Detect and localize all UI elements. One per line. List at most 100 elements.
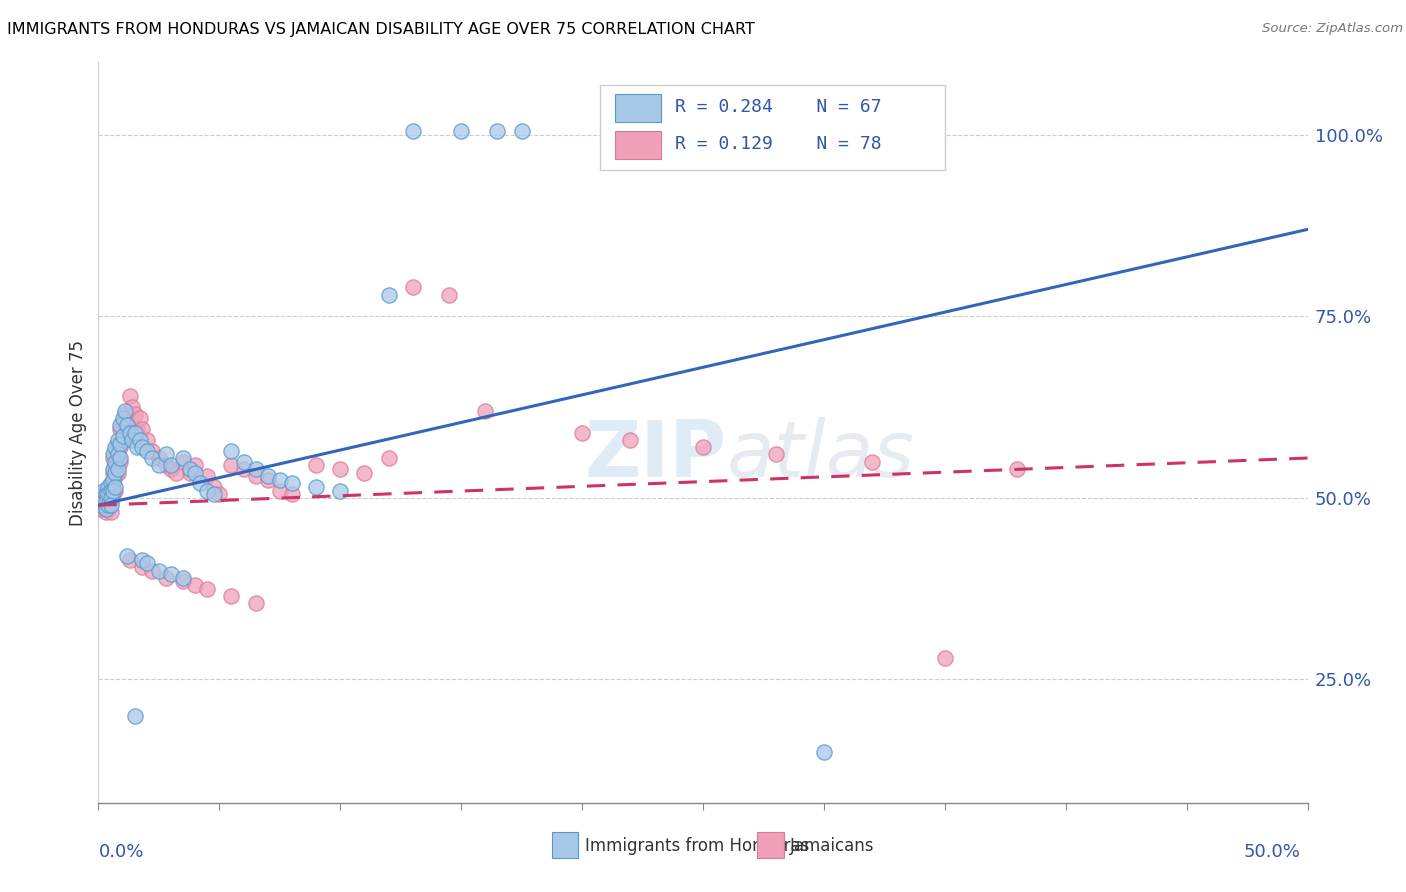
Point — [90, 494, 112, 508]
Point — [402, 124, 425, 138]
Point — [117, 422, 139, 436]
Point — [118, 552, 141, 566]
Point — [437, 287, 460, 301]
Point — [107, 447, 129, 461]
Bar — [758, 832, 785, 858]
Point — [160, 567, 183, 582]
Point — [353, 466, 375, 480]
Point — [111, 429, 134, 443]
Text: Source: ZipAtlas.com: Source: ZipAtlas.com — [1263, 22, 1403, 36]
Point — [179, 462, 201, 476]
Point — [141, 450, 163, 465]
Point — [148, 450, 170, 465]
Point — [305, 480, 328, 494]
Point — [245, 469, 267, 483]
Point — [104, 480, 127, 494]
Point — [692, 440, 714, 454]
Point — [184, 458, 207, 473]
Point — [104, 455, 127, 469]
Text: ZIP: ZIP — [585, 417, 727, 493]
Point — [97, 483, 120, 498]
Point — [131, 560, 153, 574]
Point — [108, 440, 131, 454]
Point — [172, 571, 194, 585]
Point — [165, 466, 187, 480]
Point — [97, 491, 120, 505]
Text: 50.0%: 50.0% — [1244, 843, 1301, 861]
Point — [100, 483, 122, 498]
Point — [90, 498, 112, 512]
Text: R = 0.129    N = 78: R = 0.129 N = 78 — [675, 135, 882, 153]
Point — [128, 433, 150, 447]
Point — [377, 450, 399, 465]
Point — [121, 433, 143, 447]
Point — [100, 487, 122, 501]
Point — [107, 466, 129, 480]
Point — [127, 440, 149, 454]
Point — [377, 287, 399, 301]
Point — [402, 280, 425, 294]
Point — [204, 480, 226, 494]
Point — [813, 745, 835, 759]
Point — [108, 436, 131, 450]
Point — [765, 447, 787, 461]
Point — [179, 466, 201, 480]
Point — [101, 466, 124, 480]
Point — [107, 450, 129, 465]
Point — [100, 480, 122, 494]
Point — [127, 422, 149, 436]
Point — [860, 455, 883, 469]
Point — [571, 425, 593, 440]
Text: atlas: atlas — [727, 417, 915, 493]
Point — [94, 506, 117, 520]
Point — [118, 389, 141, 403]
Point — [101, 447, 124, 461]
Point — [232, 455, 254, 469]
Point — [256, 473, 278, 487]
Point — [510, 124, 533, 138]
Point — [111, 415, 134, 429]
Point — [91, 483, 114, 498]
Text: R = 0.284    N = 67: R = 0.284 N = 67 — [675, 98, 882, 116]
Point — [97, 501, 120, 516]
Point — [148, 458, 170, 473]
Point — [172, 450, 194, 465]
Point — [124, 408, 146, 422]
Point — [619, 433, 641, 447]
Point — [100, 498, 122, 512]
Point — [131, 422, 153, 436]
Point — [117, 549, 139, 563]
Point — [184, 578, 207, 592]
Point — [195, 469, 218, 483]
Point — [101, 450, 124, 465]
Text: Jamaicans: Jamaicans — [790, 837, 875, 855]
FancyBboxPatch shape — [600, 85, 945, 169]
Point — [108, 455, 131, 469]
Text: IMMIGRANTS FROM HONDURAS VS JAMAICAN DISABILITY AGE OVER 75 CORRELATION CHART: IMMIGRANTS FROM HONDURAS VS JAMAICAN DIS… — [7, 22, 755, 37]
Point — [101, 483, 124, 498]
Point — [172, 574, 194, 589]
Point — [131, 552, 153, 566]
Point — [148, 564, 170, 578]
Point — [124, 425, 146, 440]
Point — [329, 462, 352, 476]
Point — [131, 440, 153, 454]
Point — [100, 494, 122, 508]
Point — [107, 462, 129, 476]
Point — [184, 466, 207, 480]
Point — [94, 494, 117, 508]
Point — [1007, 462, 1029, 476]
Point — [90, 501, 112, 516]
Point — [97, 487, 120, 501]
Point — [100, 491, 122, 505]
Point — [104, 440, 127, 454]
Point — [135, 556, 157, 570]
Point — [121, 401, 143, 415]
Point — [111, 433, 134, 447]
Point — [195, 483, 218, 498]
Point — [91, 494, 114, 508]
Point — [245, 462, 267, 476]
Point — [188, 476, 211, 491]
Point — [94, 487, 117, 501]
Point — [329, 483, 352, 498]
